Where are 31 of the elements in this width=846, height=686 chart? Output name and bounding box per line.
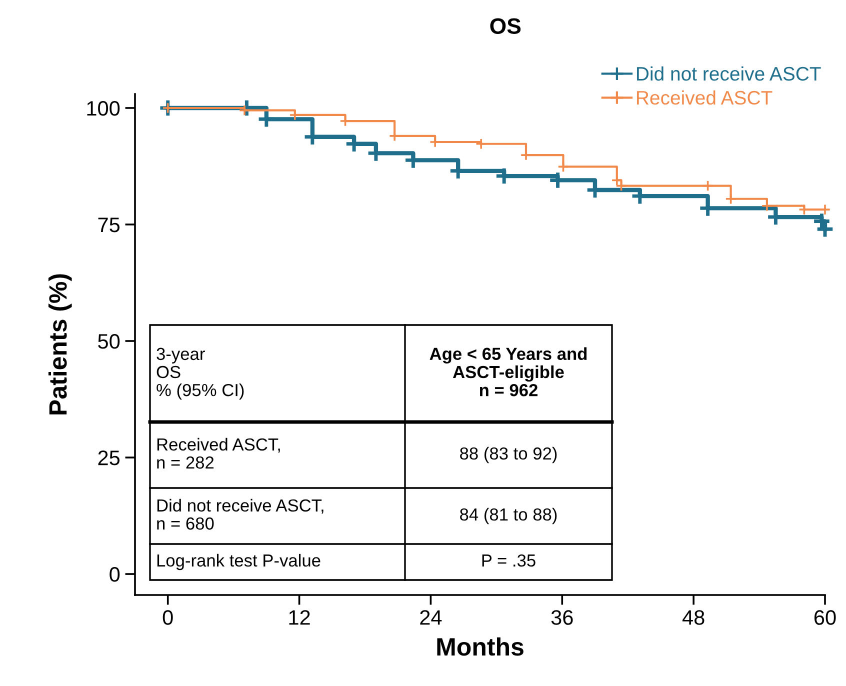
point xyxy=(475,138,487,150)
y-tick-label: 75 xyxy=(98,218,120,232)
x-tick-label: 12 xyxy=(289,610,310,625)
y-tick-label: 25 xyxy=(98,450,120,466)
y-tick-label: 50 xyxy=(98,334,120,349)
annotation: Log-rank test P-value xyxy=(157,554,320,570)
annotation: Received ASCT, n = 282 xyxy=(157,438,280,469)
x-tick-label: 48 xyxy=(682,610,704,625)
point xyxy=(557,160,570,172)
y-axis-title: Patients (%) xyxy=(48,274,72,414)
point xyxy=(238,104,250,116)
annotation: Age < 65 Years and ASCT-eligible n = 962 xyxy=(430,347,587,396)
point xyxy=(616,180,628,192)
x-tick-label: 24 xyxy=(420,610,442,625)
point xyxy=(725,193,737,205)
legend-label: Received ASCT xyxy=(637,90,772,105)
annotation: 88 (83 to 92) xyxy=(460,446,557,464)
annotation: P = .35 xyxy=(482,554,536,567)
point xyxy=(611,174,623,186)
legend-label: Did not receive ASCT xyxy=(637,66,821,81)
point xyxy=(702,180,714,192)
y-tick-label: 0 xyxy=(110,567,120,582)
x-axis-title: Months xyxy=(437,637,524,656)
annotation: Did not receive ASCT, n = 680 xyxy=(157,498,324,530)
x-tick-label: 36 xyxy=(551,610,573,625)
x-tick-label: 0 xyxy=(162,610,173,625)
annotation: 84 (81 to 88) xyxy=(460,508,557,524)
annotation: 3-year OS % (95% CI) xyxy=(156,348,244,400)
y-tick-label: 100 xyxy=(87,100,120,116)
x-tick-label: 60 xyxy=(814,610,836,625)
chart-title: OS xyxy=(490,18,521,34)
